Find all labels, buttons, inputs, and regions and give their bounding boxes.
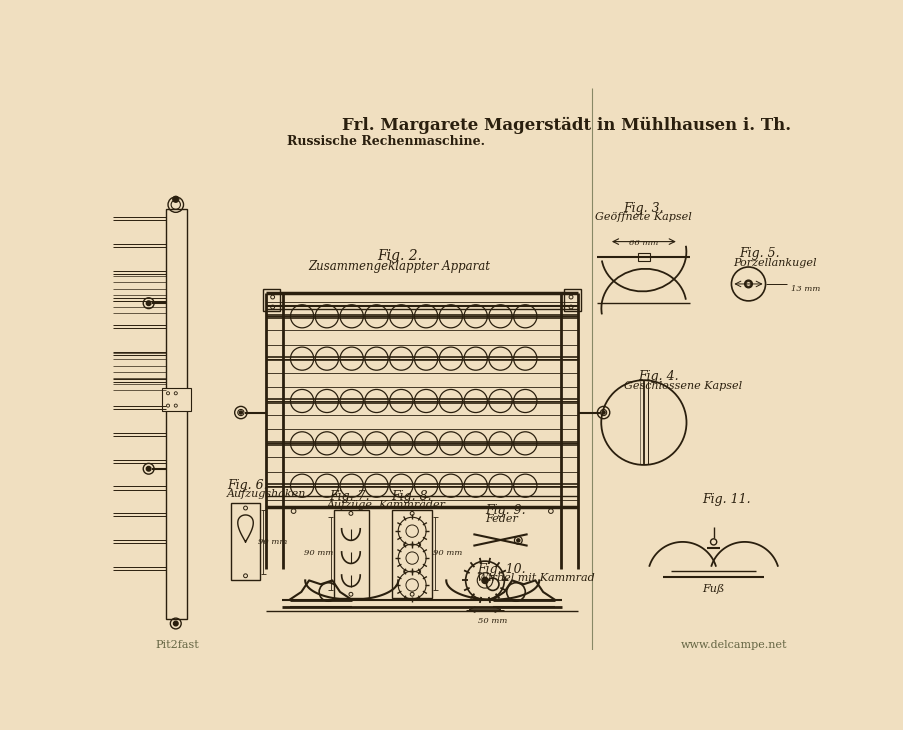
Bar [165, 210, 186, 619]
Circle shape [439, 431, 462, 455]
Text: Porzellankugel: Porzellankugel [732, 258, 815, 268]
Circle shape [146, 301, 151, 306]
Circle shape [513, 389, 536, 412]
Text: Fig. 9.: Fig. 9. [485, 504, 525, 517]
Circle shape [340, 474, 363, 497]
Bar [162, 388, 191, 411]
Text: Fig. 8.: Fig. 8. [391, 490, 432, 502]
Text: Fig. 10.: Fig. 10. [477, 563, 526, 576]
Circle shape [340, 389, 363, 412]
Text: 66 mm: 66 mm [628, 239, 657, 247]
Circle shape [463, 304, 487, 328]
Text: Fig. 7.: Fig. 7. [329, 490, 369, 502]
Circle shape [489, 431, 512, 455]
Circle shape [389, 347, 413, 370]
Circle shape [340, 431, 363, 455]
Circle shape [463, 347, 487, 370]
Circle shape [414, 431, 437, 455]
Text: Fig. 4.: Fig. 4. [638, 370, 678, 383]
Circle shape [439, 389, 462, 412]
Circle shape [513, 474, 536, 497]
Circle shape [365, 431, 387, 455]
Circle shape [365, 304, 387, 328]
Circle shape [290, 474, 313, 497]
Circle shape [365, 474, 387, 497]
Circle shape [745, 282, 750, 286]
Text: 90 mm: 90 mm [303, 550, 332, 558]
Text: Aufzugshaken: Aufzugshaken [227, 489, 306, 499]
Circle shape [239, 411, 242, 414]
Circle shape [340, 347, 363, 370]
Text: Fig. 3.: Fig. 3. [623, 201, 664, 215]
Circle shape [315, 474, 338, 497]
Circle shape [172, 196, 179, 202]
Text: Fig. 6.: Fig. 6. [227, 479, 267, 492]
Circle shape [290, 304, 313, 328]
Circle shape [290, 431, 313, 455]
Text: Zusammengeklappter Apparat: Zusammengeklappter Apparat [309, 260, 490, 273]
Text: Geschlossene Kapsel: Geschlossene Kapsel [624, 381, 741, 391]
Bar [563, 289, 581, 311]
Text: 50 mm: 50 mm [478, 618, 507, 626]
Circle shape [414, 347, 437, 370]
Circle shape [315, 304, 338, 328]
Circle shape [365, 389, 387, 412]
Bar [637, 253, 649, 261]
Circle shape [315, 389, 338, 412]
Text: Frl. Margarete Magerstädt in Mühlhausen i. Th.: Frl. Margarete Magerstädt in Mühlhausen … [341, 117, 790, 134]
Bar [392, 510, 432, 598]
Text: Fuß: Fuß [702, 584, 724, 594]
Circle shape [315, 431, 338, 455]
Circle shape [489, 389, 512, 412]
Circle shape [365, 347, 387, 370]
Text: Fig. 2.: Fig. 2. [377, 250, 422, 264]
Circle shape [414, 304, 437, 328]
Circle shape [489, 347, 512, 370]
Circle shape [601, 411, 604, 414]
Circle shape [439, 304, 462, 328]
Circle shape [463, 431, 487, 455]
Text: Pit2fast: Pit2fast [155, 640, 200, 650]
Text: Geöffnete Kapsel: Geöffnete Kapsel [595, 212, 692, 223]
Bar [230, 504, 260, 580]
Text: Fig. 5.: Fig. 5. [739, 247, 779, 260]
Circle shape [389, 389, 413, 412]
Text: Fig. 11.: Fig. 11. [702, 493, 749, 507]
Circle shape [340, 304, 363, 328]
Text: Kammräder: Kammräder [377, 499, 444, 510]
Circle shape [489, 474, 512, 497]
Bar [333, 510, 368, 598]
Text: Feder: Feder [485, 514, 517, 524]
Circle shape [290, 347, 313, 370]
Circle shape [414, 389, 437, 412]
Circle shape [389, 304, 413, 328]
Text: Aufzüge: Aufzüge [326, 499, 372, 510]
Circle shape [439, 474, 462, 497]
Circle shape [389, 431, 413, 455]
Circle shape [481, 577, 488, 583]
Bar [263, 289, 280, 311]
Circle shape [290, 389, 313, 412]
Circle shape [463, 474, 487, 497]
Circle shape [173, 621, 178, 626]
Text: Wirbel mit Kammrad: Wirbel mit Kammrad [477, 573, 594, 583]
Circle shape [389, 474, 413, 497]
Circle shape [517, 539, 519, 542]
Circle shape [146, 466, 151, 471]
Circle shape [439, 347, 462, 370]
Circle shape [513, 431, 536, 455]
Circle shape [513, 347, 536, 370]
Circle shape [489, 304, 512, 328]
Text: 90 mm: 90 mm [433, 550, 462, 558]
Text: 90 mm: 90 mm [257, 538, 287, 546]
Circle shape [414, 474, 437, 497]
Circle shape [744, 280, 751, 288]
Text: Russische Rechenmaschine.: Russische Rechenmaschine. [287, 135, 485, 148]
Text: 13 mm: 13 mm [790, 285, 820, 293]
Circle shape [315, 347, 338, 370]
Text: www.delcampe.net: www.delcampe.net [680, 640, 787, 650]
Circle shape [463, 389, 487, 412]
Circle shape [513, 304, 536, 328]
